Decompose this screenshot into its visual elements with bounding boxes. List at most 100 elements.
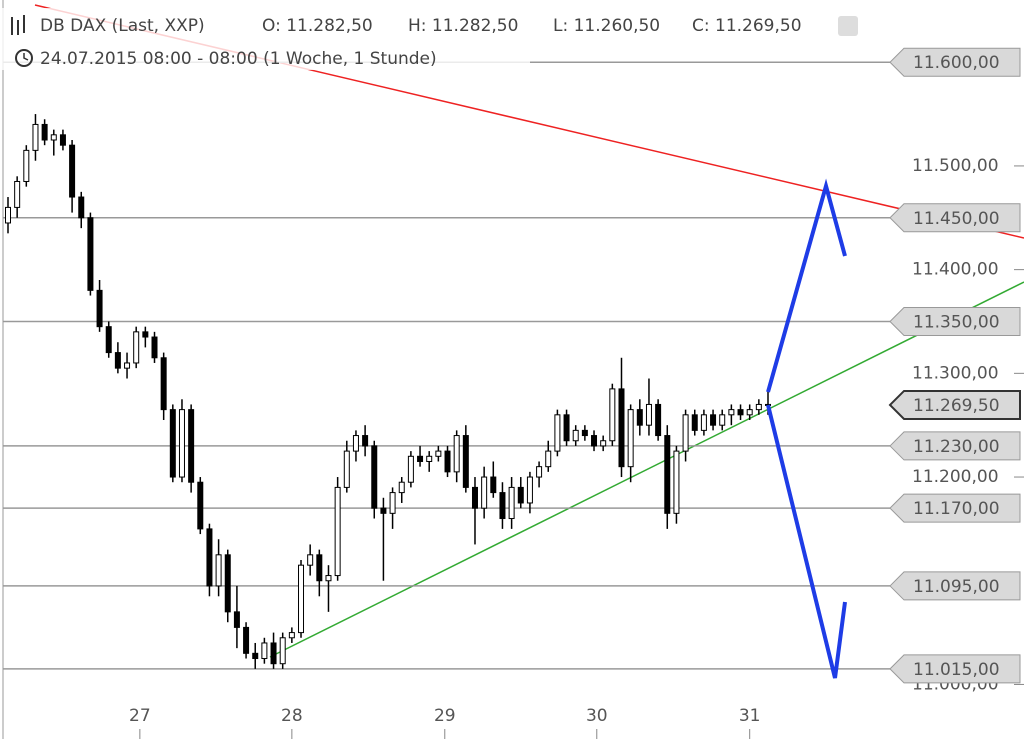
candle-body [536, 466, 543, 478]
candle-body [252, 652, 259, 660]
last-price-tag [888, 389, 1021, 420]
candle-body [96, 289, 103, 328]
candle-body [32, 123, 39, 151]
clock-hands [23, 53, 29, 61]
header-bg [0, 8, 530, 70]
candle-body [215, 554, 222, 587]
candle-body [554, 414, 561, 452]
candle-body [197, 481, 204, 530]
candle-body [645, 403, 652, 426]
candle-body [59, 134, 66, 146]
level-tag [889, 571, 1021, 601]
info-low: L: 11.260,50 [553, 16, 660, 36]
level-label: 11.015,00 [913, 660, 1000, 680]
settings-icon[interactable] [838, 16, 858, 36]
chart-title: DB DAX (Last, XXP) [40, 16, 205, 36]
candle-body [417, 455, 424, 462]
candle-body [682, 414, 689, 452]
candle-body [288, 632, 295, 639]
level-label: 11.450,00 [913, 209, 1000, 229]
candle-body [435, 450, 442, 457]
candle-body [618, 388, 625, 468]
candle-body [298, 564, 305, 634]
y-tick-label: 11.300,00 [912, 363, 999, 383]
candle-body [307, 554, 314, 566]
info-close: C: 11.269,50 [692, 16, 802, 36]
clock-icon [15, 49, 33, 67]
candle-body [655, 403, 662, 437]
candle-body [371, 445, 378, 509]
candle-body [710, 414, 717, 426]
candle-body [142, 331, 149, 338]
candle-body [380, 507, 387, 514]
candle-body [41, 123, 48, 141]
candle-body [572, 429, 579, 442]
candle-body [426, 455, 433, 462]
bar-icon [11, 15, 25, 35]
candle-body [5, 206, 11, 224]
candle-body [591, 435, 598, 447]
candle-body [746, 409, 753, 416]
last-price-label: 11.269,50 [913, 396, 1000, 416]
candle-body [755, 403, 762, 411]
candle-body [178, 409, 185, 478]
candle-body [389, 492, 396, 514]
info-open: O: 11.282,50 [262, 16, 373, 36]
y-tick-label: 11.500,00 [912, 156, 999, 176]
x-tick-label: 31 [739, 706, 761, 726]
chart-subtitle: 24.07.2015 08:00 - 08:00 (1 Woche, 1 Stu… [40, 49, 437, 69]
candle-body [600, 440, 607, 447]
candle-body [316, 554, 323, 582]
candle-body [14, 180, 21, 208]
level-tag [889, 654, 1021, 684]
candle-body [490, 476, 497, 494]
candle-body [151, 336, 158, 359]
candle-body [526, 476, 533, 504]
candle-body [609, 388, 616, 442]
candle-body [508, 486, 515, 520]
candle-body [362, 435, 369, 447]
x-tick-label: 29 [434, 706, 456, 726]
level-label: 11.600,00 [913, 53, 1000, 73]
candle-body [728, 409, 735, 416]
candle-body [664, 435, 671, 514]
candle-body [453, 435, 460, 473]
candle-body [78, 196, 85, 219]
support-line [269, 281, 1024, 658]
candle-body [737, 409, 744, 416]
candle-body [691, 414, 698, 431]
candle-body [719, 414, 726, 426]
candle-body [471, 486, 478, 509]
candle-body [243, 626, 250, 654]
candle-body [481, 476, 488, 509]
level-tag [889, 203, 1021, 233]
candle-body [407, 455, 414, 483]
candle-body [87, 217, 94, 291]
candle-body [261, 642, 268, 660]
x-tick-label: 28 [281, 706, 303, 726]
level-tag [889, 47, 1021, 77]
level-label: 11.350,00 [913, 312, 1000, 332]
candle-body [50, 134, 57, 141]
y-tick-label: 11.200,00 [912, 467, 999, 487]
info-high: H: 11.282,50 [408, 16, 518, 36]
candle-body [325, 575, 332, 582]
down-arrow [766, 404, 847, 679]
candle-body [398, 481, 405, 494]
level-tag [889, 306, 1021, 336]
candle-body [700, 414, 707, 431]
candle-body [636, 409, 643, 426]
candle-body [206, 528, 213, 587]
candle-body [352, 435, 359, 452]
x-tick-label: 30 [586, 706, 608, 726]
candle-body [270, 642, 277, 665]
candle-body [69, 144, 76, 198]
candle-body [169, 409, 176, 478]
level-label: 11.230,00 [913, 437, 1000, 457]
candle-body [224, 554, 231, 613]
level-label: 11.170,00 [913, 499, 1000, 519]
level-tag [889, 493, 1021, 523]
candle-body [160, 357, 167, 411]
candle-body [627, 409, 634, 468]
